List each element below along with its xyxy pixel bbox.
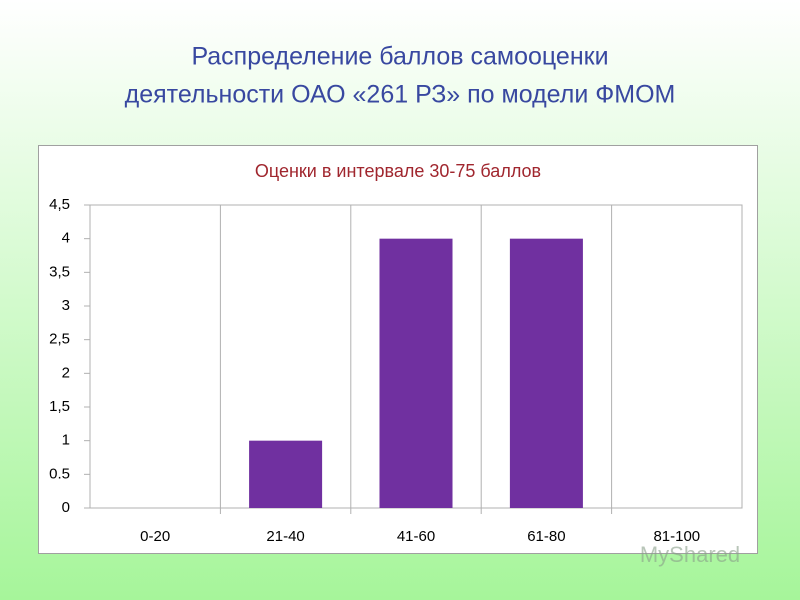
- y-tick-label: 3: [62, 297, 70, 314]
- slide-title: Распределение баллов самооценки: [191, 43, 608, 71]
- x-tick-label: 61-80: [527, 528, 565, 545]
- x-tick-label: 81-100: [653, 528, 700, 545]
- x-tick-label: 0-20: [140, 528, 170, 545]
- y-tick-label: 0.5: [49, 465, 70, 482]
- y-tick-label: 1: [62, 432, 70, 449]
- y-tick-label: 4: [62, 230, 70, 247]
- bar: [379, 238, 453, 508]
- chart-title: Оценки в интервале 30-75 баллов: [255, 161, 541, 181]
- y-tick-label: 0: [62, 499, 70, 516]
- x-tick-label: 41-60: [397, 528, 435, 545]
- y-tick-label: 3,5: [49, 263, 70, 280]
- y-tick-label: 1,5: [49, 398, 70, 415]
- bar: [509, 238, 583, 508]
- slide-title: деятельности ОАО «261 РЗ» по модели ФМОМ: [125, 81, 676, 109]
- y-tick-label: 2: [62, 364, 70, 381]
- y-tick-label: 2,5: [49, 331, 70, 348]
- x-tick-label: 21-40: [266, 528, 304, 545]
- watermark: MyShared: [640, 542, 740, 567]
- y-tick-label: 4,5: [49, 196, 70, 213]
- bar: [249, 440, 323, 508]
